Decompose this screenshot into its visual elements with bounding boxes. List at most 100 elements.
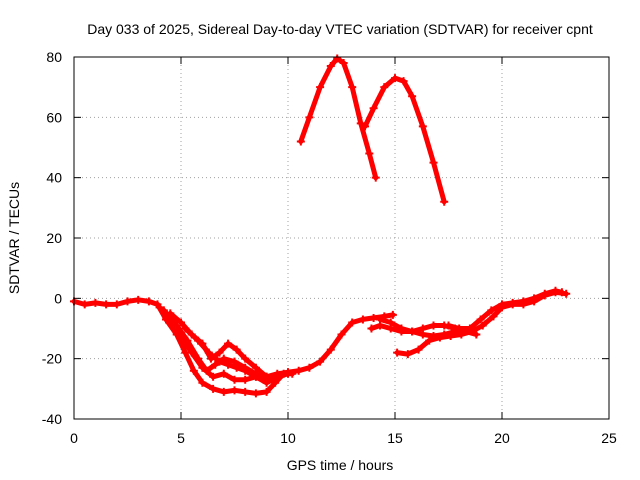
data-point: [241, 354, 250, 363]
data-point: [204, 348, 213, 357]
data-point: [489, 312, 498, 321]
y-tick-label: 60: [46, 109, 62, 125]
data-point: [393, 348, 402, 357]
data-point: [551, 286, 560, 295]
data-point: [219, 369, 228, 378]
data-point: [284, 368, 292, 377]
data-point: [418, 330, 427, 339]
data-point: [487, 306, 496, 315]
x-tick-label: 25: [601, 430, 617, 446]
data-point: [177, 318, 185, 327]
data-point: [166, 309, 175, 318]
data-point: [429, 158, 438, 167]
data-series: [70, 54, 571, 398]
data-point: [112, 300, 121, 309]
data-point: [305, 113, 314, 122]
y-tick-label: 20: [46, 230, 62, 246]
data-point: [198, 378, 207, 387]
series-line: [394, 289, 569, 357]
data-point: [391, 74, 399, 83]
data-point: [376, 315, 385, 324]
data-point: [446, 332, 455, 341]
data-point: [380, 83, 389, 92]
data-point: [369, 313, 378, 322]
data-point: [294, 366, 303, 375]
data-point: [557, 288, 566, 297]
data-point: [418, 122, 427, 131]
data-point: [399, 77, 408, 86]
grid: [74, 57, 609, 419]
data-point: [444, 321, 453, 330]
data-point: [251, 372, 260, 381]
data-point: [429, 321, 438, 330]
data-point: [326, 62, 335, 71]
data-point: [296, 137, 305, 146]
data-point: [508, 298, 517, 307]
data-point: [408, 92, 417, 101]
data-point: [273, 372, 282, 381]
data-point: [91, 298, 100, 307]
series-track-11: [444, 286, 566, 333]
data-point: [440, 197, 449, 206]
data-point: [478, 321, 487, 330]
data-point: [369, 104, 378, 113]
series-line: [362, 75, 447, 205]
data-point: [183, 336, 192, 345]
y-tick-label: 40: [46, 170, 62, 186]
y-tick-label: -20: [42, 351, 62, 367]
data-point: [159, 306, 168, 315]
data-point: [540, 289, 549, 298]
data-point: [465, 324, 474, 333]
data-point: [530, 294, 539, 303]
data-point: [134, 295, 143, 304]
y-axis-label: SDTVAR / TECUs: [6, 182, 22, 294]
data-point: [219, 387, 228, 396]
data-point: [251, 363, 260, 372]
data-point: [232, 345, 241, 354]
data-point: [80, 300, 89, 309]
data-point: [224, 339, 233, 348]
data-point: [209, 372, 218, 381]
data-point: [337, 330, 346, 339]
data-point: [189, 366, 198, 375]
data-point: [397, 324, 406, 333]
data-point: [305, 363, 314, 372]
data-point: [339, 59, 348, 68]
data-point: [356, 119, 365, 128]
data-point: [232, 363, 241, 372]
data-point: [209, 384, 218, 393]
data-point: [326, 345, 335, 354]
x-tick-label: 20: [494, 430, 510, 446]
data-point: [386, 318, 395, 327]
data-point: [316, 357, 325, 366]
chart-title: Day 033 of 2025, Sidereal Day-to-day VTE…: [87, 21, 593, 37]
data-point: [519, 297, 528, 306]
data-point: [414, 345, 423, 354]
x-tick-label: 5: [177, 430, 185, 446]
data-point: [388, 310, 397, 319]
data-point: [361, 122, 370, 131]
y-tick-label: 0: [54, 290, 62, 306]
series-track-6: [296, 54, 380, 182]
data-point: [425, 336, 434, 345]
data-point: [172, 321, 181, 330]
data-point: [457, 330, 466, 339]
data-point: [365, 149, 374, 158]
data-point: [408, 327, 417, 336]
data-point: [194, 336, 203, 345]
data-point: [241, 375, 250, 384]
data-point: [230, 386, 239, 395]
y-tick-label: -40: [42, 411, 62, 427]
data-point: [211, 360, 220, 369]
data-point: [202, 366, 211, 375]
axis-ticks: 0 5 10 15 20 25 -40 -20 0 20 40 60 80: [42, 49, 617, 446]
data-point: [348, 83, 357, 92]
data-point: [358, 315, 367, 324]
data-point: [348, 318, 357, 327]
data-point: [455, 324, 464, 333]
data-point: [262, 387, 271, 396]
series-line: [298, 56, 379, 181]
x-axis-label: GPS time / hours: [287, 457, 394, 473]
data-point: [123, 297, 132, 306]
